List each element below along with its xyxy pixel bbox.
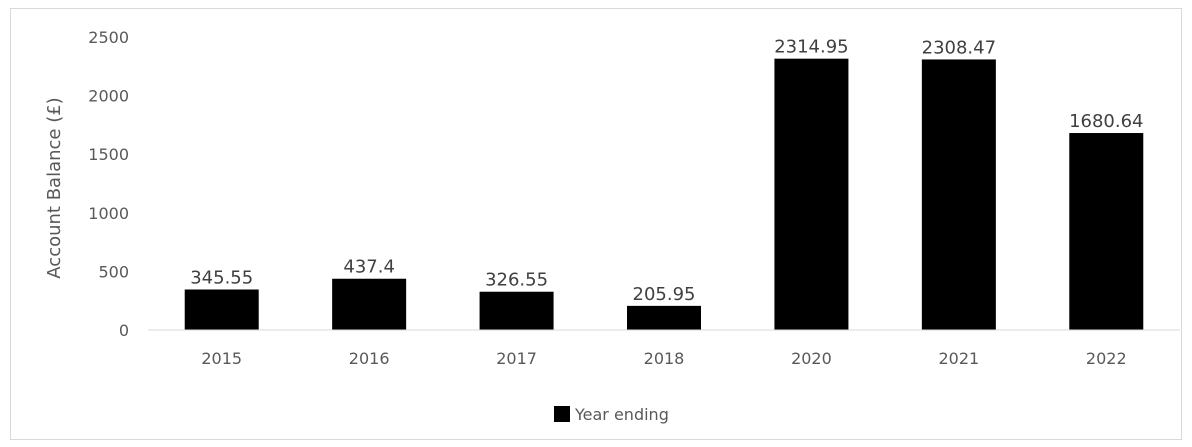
data-label: 437.4 [343, 257, 395, 278]
y-axis-ticks: 0 500 1000 1500 2000 2500 [88, 28, 129, 340]
x-tick-label: 2015 [201, 349, 242, 368]
bar [479, 291, 554, 330]
data-label: 326.55 [485, 270, 548, 291]
bar [627, 305, 701, 330]
bars [184, 58, 1144, 330]
x-tick-label: 2018 [644, 349, 685, 368]
data-label: 2314.95 [774, 37, 848, 58]
data-label: 345.55 [190, 268, 253, 289]
data-labels: 345.55 437.4 326.55 205.95 2314.95 2308.47 168… [190, 37, 1143, 305]
bar [184, 289, 259, 330]
y-tick-label: 2500 [88, 28, 129, 47]
y-tick-label: 1500 [88, 145, 129, 164]
legend-label: Year ending [574, 405, 669, 424]
x-tick-label: 2017 [496, 349, 537, 368]
y-tick-label: 500 [98, 262, 129, 281]
bar [1069, 133, 1144, 330]
legend: Year ending [554, 405, 669, 424]
x-tick-label: 2021 [938, 349, 979, 368]
bar [774, 58, 849, 330]
x-tick-label: 2016 [349, 349, 390, 368]
y-tick-label: 0 [119, 321, 129, 340]
x-tick-label: 2020 [791, 349, 832, 368]
data-label: 205.95 [633, 284, 696, 305]
legend-swatch [554, 406, 570, 422]
x-tick-label: 2022 [1086, 349, 1127, 368]
x-axis-ticks: 2015 2016 2017 2018 2020 2021 2022 [201, 349, 1126, 368]
bar [921, 59, 996, 330]
bar [332, 278, 407, 330]
data-label: 1680.64 [1069, 111, 1143, 132]
data-label: 2308.47 [922, 37, 996, 58]
y-tick-label: 1000 [88, 204, 129, 223]
y-tick-label: 2000 [88, 87, 129, 106]
y-axis-title: Account Balance (£) [44, 97, 65, 278]
